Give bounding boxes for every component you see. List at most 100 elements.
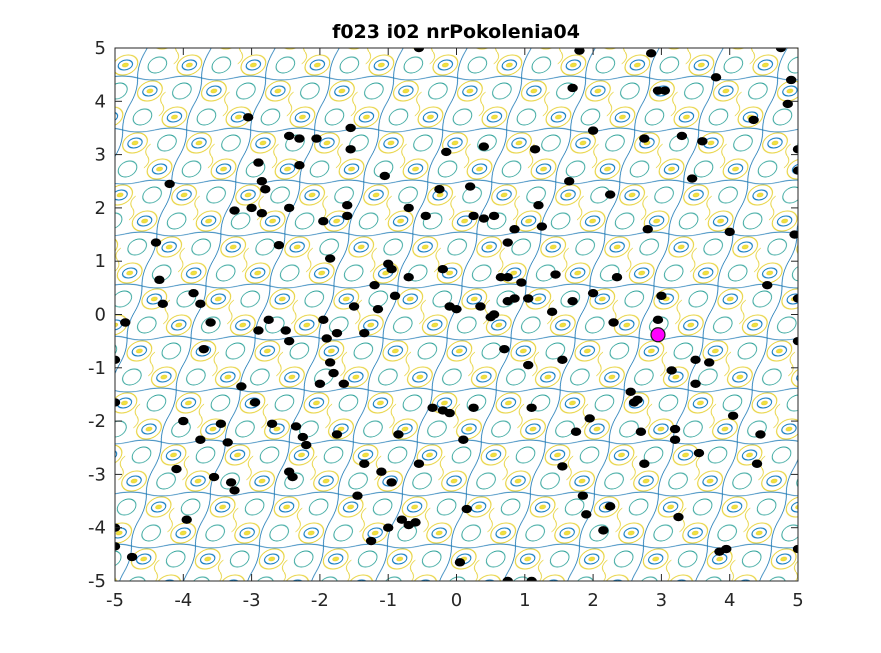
population-point-169 (751, 459, 763, 468)
y-axis: -5 -4 -3 -2 -1 0 1 2 3 4 5 (88, 38, 106, 592)
population-point-74 (386, 264, 397, 274)
population-point-52 (324, 254, 336, 263)
population-point-135 (598, 526, 609, 535)
population-point-133 (587, 288, 599, 298)
population-point-126 (567, 83, 578, 93)
population-point-175 (789, 230, 798, 239)
population-point-72 (383, 523, 394, 532)
population-point-44 (294, 161, 305, 170)
population-point-6 (150, 238, 162, 247)
population-point-24 (236, 382, 247, 391)
population-point-75 (389, 291, 401, 301)
population-point-65 (359, 459, 370, 468)
population-point-113 (516, 278, 527, 287)
y-tick-label-9: 4 (95, 91, 106, 112)
x-tick-label-0: -5 (106, 590, 124, 611)
population-point-64 (359, 328, 370, 338)
population-point-108 (502, 272, 513, 282)
population-point-116 (526, 403, 537, 412)
population-point-167 (727, 411, 739, 420)
population-point-96 (464, 182, 476, 191)
population-point-90 (441, 147, 452, 157)
population-point-18 (208, 472, 220, 482)
population-point-92 (451, 304, 462, 314)
population-point-4 (115, 542, 121, 551)
population-point-123 (557, 355, 568, 365)
population-point-32 (256, 209, 268, 218)
population-point-45 (297, 432, 309, 442)
population-point-53 (324, 358, 336, 367)
population-point-125 (563, 177, 575, 186)
population-point-12 (181, 515, 192, 524)
population-point-111 (509, 294, 520, 303)
population-point-120 (536, 222, 548, 231)
y-tick-label-8: 3 (95, 145, 106, 166)
population-point-115 (523, 360, 534, 370)
population-point-114 (523, 294, 534, 303)
population-point-16 (198, 344, 209, 354)
y-tick-label-4: -1 (88, 358, 106, 379)
population-point-153 (669, 424, 681, 434)
population-point-134 (587, 126, 599, 135)
x-tick-label-2: -3 (243, 590, 261, 611)
population-point-77 (396, 515, 408, 524)
population-point-151 (659, 86, 671, 95)
population-point-15 (195, 435, 206, 444)
population-point-139 (611, 272, 623, 282)
population-point-147 (645, 49, 657, 58)
population-point-99 (475, 302, 486, 311)
population-point-171 (762, 280, 773, 290)
population-point-119 (533, 201, 544, 210)
population-point-70 (379, 171, 390, 181)
population-point-43 (294, 134, 305, 143)
population-point-41 (287, 472, 298, 482)
population-point-98 (468, 403, 479, 412)
population-point-39 (283, 336, 295, 346)
population-point-22 (229, 486, 240, 495)
population-point-166 (724, 227, 735, 237)
population-point-144 (639, 459, 650, 468)
contour-background (115, 48, 798, 581)
population-point-0 (115, 355, 121, 365)
x-tick-label-9: 4 (724, 590, 735, 611)
population-point-57 (338, 379, 350, 388)
population-point-73 (386, 478, 397, 487)
population-point-101 (478, 214, 490, 223)
population-point-145 (639, 134, 650, 143)
chart-title: f023 i02 nrPokolenia04 (332, 21, 580, 43)
y-tick-label-6: 1 (95, 251, 106, 272)
y-tick-label-1: -4 (88, 518, 106, 539)
population-point-49 (318, 217, 329, 226)
population-point-38 (280, 326, 291, 335)
population-point-19 (215, 419, 227, 428)
population-point-59 (342, 211, 353, 221)
population-point-174 (785, 75, 797, 85)
population-point-25 (242, 113, 254, 122)
population-point-106 (499, 344, 510, 354)
x-tick-label-7: 2 (587, 590, 598, 611)
y-tick-label-10: 5 (95, 38, 106, 59)
best-point-layer (650, 327, 666, 343)
x-tick-label-5: 0 (451, 590, 462, 611)
population-point-21 (225, 478, 237, 487)
population-point-81 (410, 518, 421, 527)
population-point-14 (195, 299, 206, 309)
population-point-110 (502, 576, 513, 581)
population-point-35 (273, 241, 285, 250)
x-tick-label-10: 5 (792, 590, 803, 611)
x-axis: -5 -4 -3 -2 -1 0 1 2 3 4 5 (106, 590, 804, 611)
population-point-84 (420, 211, 431, 221)
population-point-154 (669, 435, 681, 444)
x-tick-label-6: 1 (519, 590, 530, 611)
population-point-95 (461, 504, 472, 514)
population-point-165 (721, 544, 732, 554)
population-point-62 (348, 302, 360, 311)
population-point-54 (328, 368, 339, 378)
population-point-58 (342, 201, 353, 210)
population-point-157 (686, 174, 698, 183)
population-point-26 (246, 203, 257, 213)
population-point-136 (604, 190, 616, 199)
population-point-129 (574, 48, 585, 55)
population-point-178 (792, 145, 798, 154)
